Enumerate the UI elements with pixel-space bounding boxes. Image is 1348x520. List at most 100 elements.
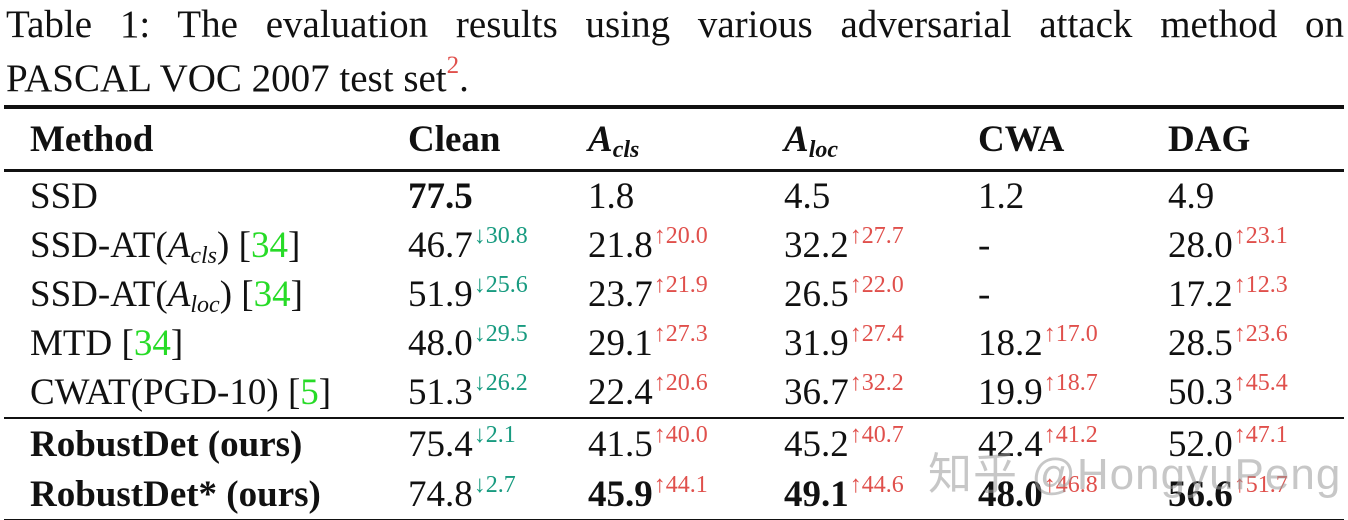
method-cell: RobustDet* (ours) bbox=[4, 469, 408, 520]
value-cell: 22.4↑20.6 bbox=[588, 368, 784, 418]
delta-up-annotation: ↑17.0 bbox=[1043, 321, 1098, 347]
column-header: Method bbox=[4, 107, 408, 171]
caption-period: . bbox=[459, 57, 469, 100]
method-cell: MTD [34] bbox=[4, 319, 408, 368]
map-value: 26.5 bbox=[784, 274, 849, 315]
value-cell: 74.8↓2.7 bbox=[408, 469, 588, 520]
value-cell: 18.2↑17.0 bbox=[978, 319, 1168, 368]
map-value: - bbox=[978, 225, 991, 266]
delta-up-annotation: ↑27.7 bbox=[849, 223, 904, 249]
map-value: 45.2 bbox=[784, 423, 849, 465]
value-cell: 51.3↓26.2 bbox=[408, 368, 588, 418]
delta-up-annotation: ↑40.7 bbox=[849, 421, 904, 448]
value-cell: 1.2 bbox=[978, 171, 1168, 222]
math-subscript: loc bbox=[808, 136, 839, 163]
map-value: 4.5 bbox=[784, 176, 831, 217]
value-cell: - bbox=[978, 221, 1168, 270]
map-value: 29.1 bbox=[588, 323, 653, 364]
math-subscript: loc bbox=[190, 292, 220, 318]
map-value: 51.9 bbox=[408, 274, 473, 315]
cite-bracket: [ bbox=[287, 372, 301, 413]
text-run: CWA bbox=[978, 118, 1065, 160]
value-cell: 4.5 bbox=[784, 171, 978, 222]
column-header: Aloc bbox=[784, 107, 978, 171]
delta-down-annotation: ↓30.8 bbox=[473, 223, 528, 249]
caption-line-2: PASCAL VOC 2007 test set2. bbox=[6, 47, 1344, 101]
delta-up-annotation: ↑20.0 bbox=[653, 223, 708, 249]
value-cell: 52.0↑47.1 bbox=[1168, 418, 1344, 469]
map-value: - bbox=[978, 274, 991, 315]
delta-down-annotation: ↓26.2 bbox=[473, 370, 528, 396]
header-row: Method Clean Acls Aloc CWA DAG bbox=[4, 107, 1344, 171]
delta-up-annotation: ↑47.1 bbox=[1233, 421, 1288, 448]
map-value: 1.8 bbox=[588, 176, 635, 217]
value-cell: 31.9↑27.4 bbox=[784, 319, 978, 368]
value-cell: 19.9↑18.7 bbox=[978, 368, 1168, 418]
delta-up-annotation: ↑44.1 bbox=[653, 471, 708, 498]
citation-link[interactable]: 34 bbox=[133, 323, 171, 364]
value-cell: 28.5↑23.6 bbox=[1168, 319, 1344, 368]
map-value: 1.2 bbox=[978, 176, 1025, 217]
value-cell: 26.5↑22.0 bbox=[784, 270, 978, 319]
footnote-ref[interactable]: 2 bbox=[446, 52, 460, 79]
method-cell: SSD-AT(Aloc) [34] bbox=[4, 270, 408, 319]
map-value: 22.4 bbox=[588, 372, 653, 413]
text-run: SSD-AT( bbox=[30, 274, 168, 315]
value-cell: 17.2↑12.3 bbox=[1168, 270, 1344, 319]
text-run: CWAT(PGD-10) bbox=[30, 372, 288, 413]
value-cell: 28.0↑23.1 bbox=[1168, 221, 1344, 270]
cite-bracket: ] bbox=[290, 274, 303, 315]
math-variable: A bbox=[167, 274, 191, 315]
value-cell: 32.2↑27.7 bbox=[784, 221, 978, 270]
table-row: RobustDet* (ours) 74.8↓2.7 45.9↑44.1 49.1↑4… bbox=[4, 469, 1344, 520]
map-value: 4.9 bbox=[1168, 176, 1215, 217]
value-cell: - bbox=[978, 270, 1168, 319]
value-cell: 46.7↓30.8 bbox=[408, 221, 588, 270]
method-cell: SSD-AT(Acls) [34] bbox=[4, 221, 408, 270]
caption-line-1: Table 1: The evaluation results using va… bbox=[6, 2, 1344, 47]
delta-up-annotation: ↑18.7 bbox=[1043, 370, 1098, 396]
delta-up-annotation: ↑20.6 bbox=[653, 370, 708, 396]
map-value: 31.9 bbox=[784, 323, 849, 364]
delta-down-annotation: ↓25.6 bbox=[473, 272, 528, 298]
value-cell: 50.3↑45.4 bbox=[1168, 368, 1344, 418]
delta-up-annotation: ↑12.3 bbox=[1233, 272, 1288, 298]
value-cell: 45.2↑40.7 bbox=[784, 418, 978, 469]
delta-down-annotation: ↓2.1 bbox=[473, 421, 516, 448]
map-value: 48.0 bbox=[978, 473, 1043, 515]
value-cell: 75.4↓2.1 bbox=[408, 418, 588, 469]
citation-link[interactable]: 5 bbox=[300, 372, 319, 413]
delta-up-annotation: ↑32.2 bbox=[849, 370, 904, 396]
citation-link[interactable]: 34 bbox=[253, 274, 291, 315]
map-value: 56.6 bbox=[1168, 473, 1233, 515]
column-header: CWA bbox=[978, 107, 1168, 171]
delta-up-annotation: ↑22.0 bbox=[849, 272, 904, 298]
value-cell: 23.7↑21.9 bbox=[588, 270, 784, 319]
table-body-ours: RobustDet (ours) 75.4↓2.1 41.5↑40.0 45.2↑40… bbox=[4, 418, 1344, 520]
delta-up-annotation: ↑23.6 bbox=[1233, 321, 1288, 347]
delta-up-annotation: ↑44.6 bbox=[849, 471, 904, 498]
cite-bracket: ] bbox=[318, 372, 332, 413]
map-value: 32.2 bbox=[784, 225, 849, 266]
delta-up-annotation: ↑41.2 bbox=[1043, 421, 1098, 448]
map-value: 28.0 bbox=[1168, 225, 1233, 266]
table-header: Method Clean Acls Aloc CWA DAG bbox=[4, 107, 1344, 171]
value-cell: 48.0↑46.8 bbox=[978, 469, 1168, 520]
cite-bracket: [ bbox=[121, 323, 134, 364]
math-subscript: cls bbox=[612, 136, 640, 163]
text-run: ) bbox=[219, 274, 242, 315]
table-caption: Table 1: The evaluation results using va… bbox=[0, 0, 1348, 101]
value-cell: 42.4↑41.2 bbox=[978, 418, 1168, 469]
map-value: 49.1 bbox=[784, 473, 849, 515]
map-value: 46.7 bbox=[408, 225, 473, 266]
text-run: RobustDet* (ours) bbox=[30, 473, 321, 515]
delta-up-annotation: ↑45.4 bbox=[1233, 370, 1288, 396]
delta-up-annotation: ↑27.3 bbox=[653, 321, 708, 347]
table-row: SSD-AT(Acls) [34] 46.7↓30.8 21.8↑20.0 32.2↑… bbox=[4, 221, 1344, 270]
caption-text-line2: PASCAL VOC 2007 test set bbox=[6, 57, 447, 100]
citation-link[interactable]: 34 bbox=[250, 225, 288, 266]
table-row: SSD 77.5 1.8 4.5 1.2 4.9 bbox=[4, 171, 1344, 222]
map-value: 50.3 bbox=[1168, 372, 1233, 413]
value-cell: 1.8 bbox=[588, 171, 784, 222]
